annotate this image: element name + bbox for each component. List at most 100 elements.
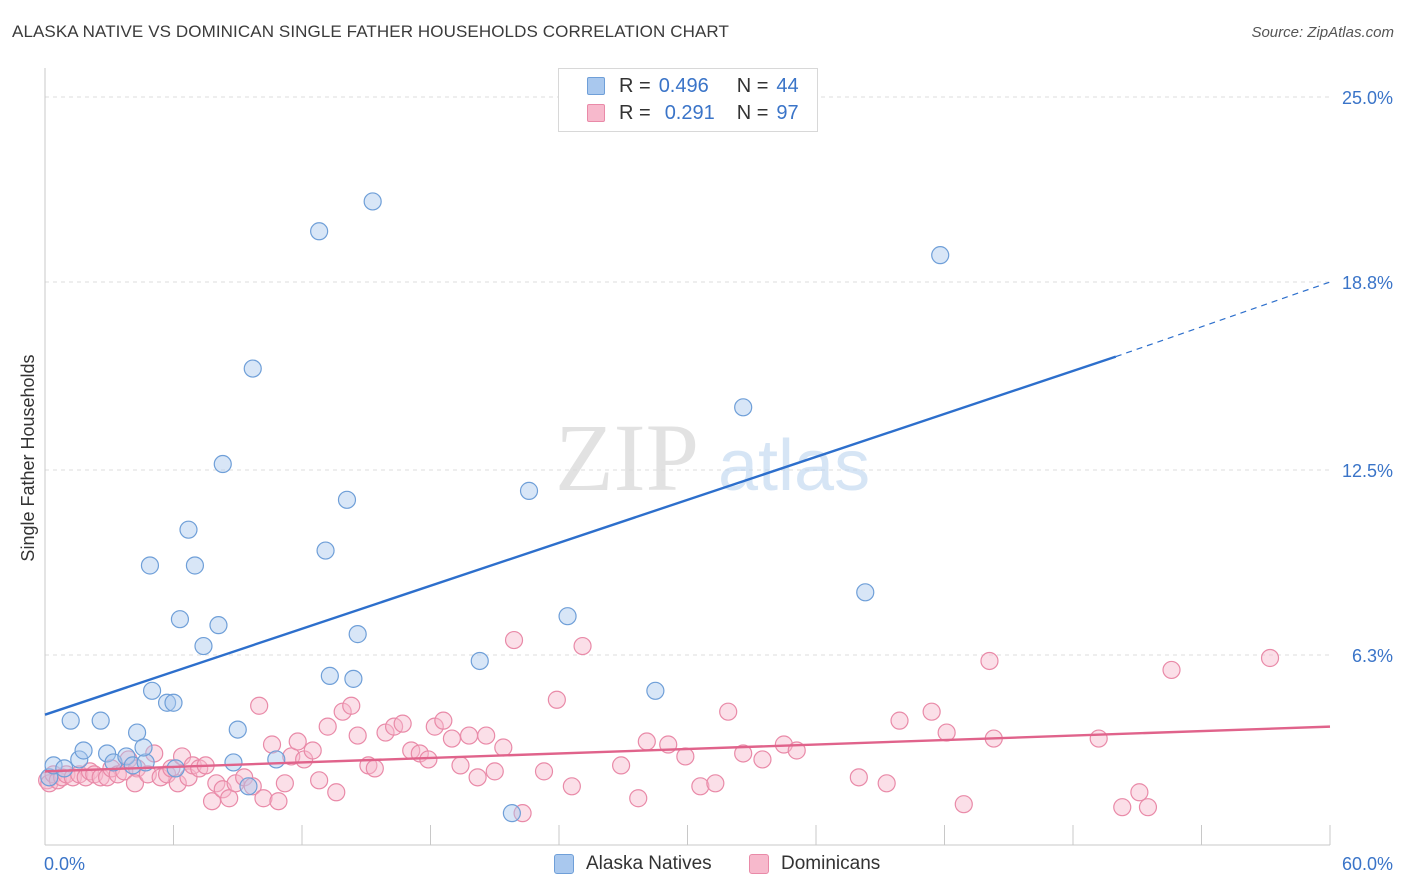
alaska-point-21 [194,636,213,656]
gridlines [45,96,1330,656]
dominican-point-51 [348,726,367,745]
axes [44,68,1331,846]
trend-extension-0 [1115,281,1331,358]
alaska-point-9 [117,747,136,766]
legend-swatch-alaska-natives [554,854,574,874]
alaska-point-31 [316,541,335,560]
trend-line-1 [44,725,1331,773]
dominican-point-43 [288,732,307,751]
series-alaska-natives [40,192,950,823]
dominican-point-38 [254,789,273,808]
watermark: ZIP atlas [555,404,870,511]
dominican-point-18 [125,774,145,793]
dominican-point-96 [1113,798,1132,817]
dominican-point-93 [980,651,999,671]
alaska-point-30 [310,222,329,241]
dominican-point-56 [393,714,412,733]
dominican-point-82 [719,702,738,721]
alaska-point-44 [931,246,950,265]
dominican-point-41 [275,774,294,793]
alaska-point-34 [348,625,367,644]
alaska-point-19 [170,610,190,629]
alaska-point-7 [98,744,117,763]
legend-label-alaska-natives: Alaska Natives [586,853,712,874]
dominican-point-91 [937,723,956,742]
x-tick-label-1: 60.0% [1342,854,1393,874]
trend-lines [44,281,1331,773]
dominican-point-75 [612,756,631,775]
dominican-point-63 [451,756,470,775]
legend-label-dominicans: Dominicans [781,853,881,874]
alaska-point-5 [74,741,93,760]
dominican-point-45 [303,741,322,760]
dominican-point-47 [318,717,337,736]
dominican-point-64 [459,726,479,745]
dominican-point-90 [922,702,941,721]
dominican-point-88 [877,774,896,793]
dominican-point-74 [573,636,592,656]
source-label: Source: ZipAtlas.com [1251,24,1394,41]
alaska-point-13 [134,738,153,757]
dominican-point-70 [513,804,532,823]
legend-r-label: R = [619,101,651,124]
dominican-point-36 [243,777,262,796]
y-tick-label-3: 25.0% [1342,88,1393,108]
dominican-point-95 [1089,729,1108,748]
legend-swatch-alaska [587,77,605,95]
dominican-point-46 [310,771,329,790]
dominican-point-81 [706,774,725,793]
dominican-point-76 [629,789,648,808]
dominican-point-66 [477,726,496,745]
dominican-point-39 [262,735,282,754]
dominican-point-80 [691,777,710,796]
alaska-point-40 [558,607,577,626]
y-tick-labels: 6.3% 12.5% 18.8% 25.0% [1342,88,1393,666]
dominican-point-92 [954,795,973,814]
alaska-point-39 [519,481,539,500]
legend-item-alaska-natives: Alaska Natives [554,850,712,878]
dominican-point-97 [1130,783,1149,802]
dominican-point-84 [753,750,772,769]
dominican-point-53 [365,759,384,778]
alaska-point-18 [140,556,160,575]
alaska-point-22 [185,556,205,575]
alaska-point-16 [166,759,185,778]
chart-title: ALASKA NATIVE VS DOMINICAN SINGLE FATHER… [12,22,729,41]
dominican-point-89 [890,711,909,730]
dominican-point-83 [734,744,753,763]
alaska-point-23 [209,616,228,635]
alaska-point-33 [337,490,357,509]
alaska-point-20 [179,520,198,539]
series-legend: Alaska Natives Dominicans [0,850,1406,878]
alaska-point-3 [61,711,80,730]
y-tick-label-2: 18.8% [1342,273,1393,293]
y-axis-label: Single Father Households [18,354,38,561]
alaska-point-2 [55,759,74,778]
y-tick-label-1: 12.5% [1342,461,1393,481]
stats-legend: R = 0.496 N = 44 R = 0.291 N = 97 [558,68,818,132]
alaska-point-35 [344,669,363,688]
alaska-point-41 [646,681,665,700]
dominican-point-99 [1162,660,1181,680]
alaska-point-15 [157,693,177,712]
dominican-point-72 [547,690,566,709]
dominican-point-24 [168,774,187,793]
alaska-point-32 [320,666,339,685]
alaska-point-26 [224,753,243,772]
x-tick-label-0: 0.0% [44,854,85,874]
legend-n-value-alaska: 44 [776,74,799,97]
legend-n-label: N = [736,101,769,124]
dominican-point-87 [849,768,868,787]
dominican-point-79 [676,747,695,766]
y-tick-label-0: 6.3% [1352,646,1393,666]
alaska-point-37 [470,651,489,671]
watermark-zip: ZIP [555,404,699,511]
legend-r-label: R = [619,74,651,97]
alaska-point-29 [267,750,286,769]
alaska-point-28 [243,359,262,378]
legend-r-value-alaska: 0.496 [658,74,709,97]
series-dominicans [38,630,1280,823]
dominican-point-48 [327,783,346,802]
legend-swatch-dominicans [749,854,769,874]
